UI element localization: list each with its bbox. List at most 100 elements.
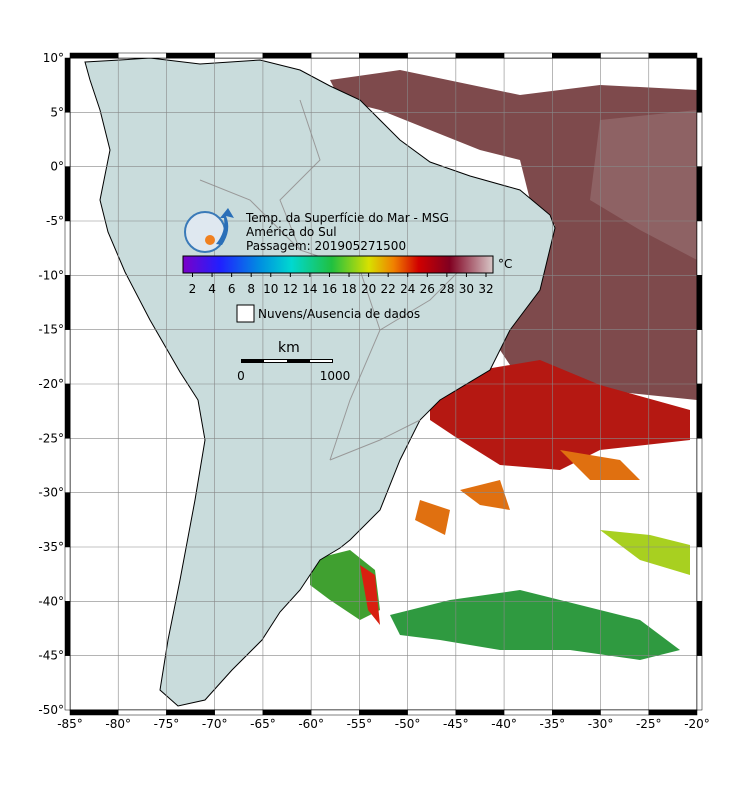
lon-label: -25° [636, 717, 662, 731]
frame-segment [359, 709, 408, 716]
colorbar-tick-label: 10 [263, 282, 278, 296]
frame-segment [600, 52, 650, 59]
frame-segment [359, 52, 408, 59]
frame-segment [696, 438, 703, 493]
logo-arrow [216, 208, 234, 245]
frame-segment [69, 52, 119, 59]
lat-label: -5° [46, 214, 64, 228]
sst-region [415, 450, 640, 535]
colorbar [182, 255, 494, 274]
colorbar-tick-label: 4 [208, 282, 216, 296]
frame-segment [214, 52, 264, 59]
frame-segment [455, 709, 505, 716]
frame-segment [64, 492, 71, 548]
frame-segment [552, 52, 601, 59]
colorbar-tick-label: 22 [381, 282, 396, 296]
lat-label: -10° [38, 268, 64, 282]
frame-segment [455, 52, 505, 59]
sst-region [590, 110, 697, 260]
lat-label: -15° [38, 323, 64, 337]
lon-label: -50° [395, 717, 421, 731]
lon-label: -20° [684, 717, 710, 731]
map-area [70, 58, 697, 710]
frame-segment [166, 52, 215, 59]
cloud-swatch [236, 304, 255, 323]
frame-segment [503, 52, 553, 59]
colorbar-tick-label: 30 [459, 282, 474, 296]
colorbar-tick-label: 16 [322, 282, 337, 296]
colorbar-tick-label: 26 [420, 282, 435, 296]
lon-label: -80° [105, 717, 131, 731]
frame-segment [64, 112, 71, 167]
frame-segment [64, 438, 71, 493]
scale-bar-segment [264, 360, 287, 362]
sst-region [430, 360, 690, 470]
frame-segment [696, 655, 703, 711]
colorbar-tick-label: 32 [478, 282, 493, 296]
lat-label: -30° [38, 486, 64, 500]
frame-segment [696, 329, 703, 385]
lon-label: -85° [57, 717, 83, 731]
graticule [70, 58, 697, 710]
sst-region [360, 565, 380, 625]
lon-label: -30° [588, 717, 614, 731]
scale-bar-segment [310, 360, 332, 362]
frame-segment [696, 546, 703, 602]
frame-segment [696, 601, 703, 656]
scale-label: 0 [237, 369, 245, 383]
legend-subtitle: América do Sul [246, 225, 337, 239]
frame-segment [64, 220, 71, 276]
lon-label: -70° [202, 717, 228, 731]
colorbar-tick-label: 24 [400, 282, 415, 296]
colorbar-unit: °C [498, 257, 512, 271]
scale-label: 1000 [320, 369, 351, 383]
lat-label: -35° [38, 540, 64, 554]
frame-segment [310, 709, 360, 716]
lat-label: -50° [38, 703, 64, 717]
frame-segment [696, 220, 703, 276]
frame-segment [648, 52, 698, 59]
frame-segment [117, 709, 167, 716]
frame-segment [407, 52, 457, 59]
lon-label: -75° [154, 717, 180, 731]
lat-label: -20° [38, 377, 64, 391]
lat-label: -45° [38, 649, 64, 663]
frame-segment [64, 546, 71, 602]
lon-label: -65° [250, 717, 276, 731]
lat-label: 10° [43, 51, 64, 65]
colorbar-tick-label: 2 [189, 282, 197, 296]
frame-segment [552, 709, 601, 716]
frame-segment [696, 275, 703, 330]
frame-segment [64, 275, 71, 330]
legend-pass: Passagem: 201905271500 [246, 239, 406, 253]
frame-segment [64, 383, 71, 439]
colorbar-tick-label: 18 [341, 282, 356, 296]
lon-label: -45° [443, 717, 469, 731]
lat-label: 5° [50, 105, 64, 119]
colorbar-tick-label: 28 [439, 282, 454, 296]
colorbar-tick-label: 14 [302, 282, 317, 296]
lat-label: 0° [50, 160, 64, 174]
colorbar-tick-label: 6 [228, 282, 236, 296]
legend-title: Temp. da Superfície do Mar - MSG [245, 211, 449, 225]
scale-unit: km [278, 340, 300, 356]
frame-segment [696, 166, 703, 222]
axis-labels: 10° 5° 0° -5° -10° -15° -20° -25° -30° -35° -40° -4… [38, 51, 709, 731]
logo [184, 211, 226, 253]
cloud-label: Nuvens/Ausencia de dados [258, 307, 420, 321]
colorbar-tick-label: 8 [247, 282, 255, 296]
frame-segment [64, 329, 71, 385]
colorbar-tick-label: 20 [361, 282, 376, 296]
sst-region [600, 530, 690, 575]
frame-segment [600, 709, 650, 716]
lat-label: -40° [38, 594, 64, 608]
frame-segment [117, 52, 167, 59]
frame-segment [69, 709, 119, 716]
colorbar-ticks: 2 4 6 8 10 12 14 16 18 20 22 24 26 28 30 32 [189, 273, 494, 296]
frame-segment [696, 492, 703, 548]
frame-segment [648, 709, 698, 716]
logo-dot [205, 235, 215, 245]
frame-segment [696, 112, 703, 167]
legend: Temp. da Superfície do Mar - MSG América… [182, 208, 512, 383]
